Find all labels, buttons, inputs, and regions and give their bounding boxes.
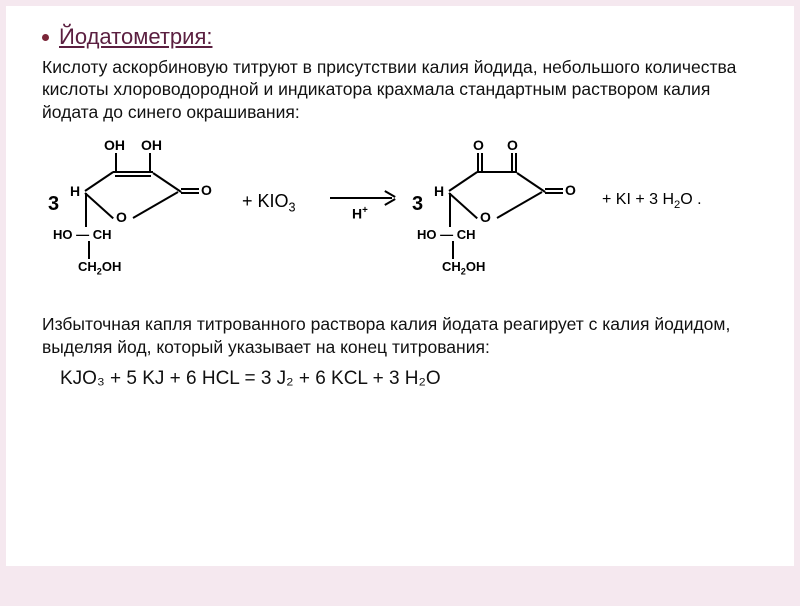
right-ch2oh-2: OH: [466, 259, 486, 274]
product-tail-2: O .: [680, 191, 701, 208]
left-h: H: [70, 183, 80, 199]
right-ho-ch: HO — CH: [417, 227, 476, 242]
left-carbonyl-o: O: [201, 182, 212, 198]
coef-right: 3: [412, 193, 423, 216]
product-tail: + KI + 3 H2O .: [602, 191, 702, 211]
molecule-right: O O O O H HO — CH CH2OH: [432, 135, 592, 285]
left-ch2oh-2: OH: [102, 259, 122, 274]
left-ho-ch: HO — CH: [53, 227, 112, 242]
equation-2: KJO₃ + 5 KJ + 6 HCL = 3 J₂ + 6 KCL + 3 H…: [60, 368, 766, 390]
right-o2: O: [507, 137, 518, 153]
coef-left: 3: [48, 193, 59, 216]
slide-page: Йодатометрия: Кислоту аскорбиновую титру…: [6, 6, 794, 566]
paragraph-2: Избыточная капля титрованного раствора к…: [42, 313, 766, 358]
right-h: H: [434, 183, 444, 199]
product-tail-1: + KI + 3 H: [602, 191, 674, 208]
title-row: Йодатометрия:: [42, 24, 766, 50]
bullet-icon: [42, 34, 49, 41]
left-oh2: OH: [141, 137, 162, 153]
right-ch2oh-1: CH: [442, 259, 461, 274]
plus-reagent: + KIO3: [242, 191, 296, 215]
paragraph-1: Кислоту аскорбиновую титруют в присутств…: [42, 56, 766, 123]
left-oh1: OH: [104, 137, 125, 153]
right-o1: O: [473, 137, 484, 153]
right-carbonyl-o: O: [565, 182, 576, 198]
reagent-kio3-sub: 3: [289, 201, 296, 215]
reaction-1: 3 O OH OH O H: [42, 135, 766, 285]
slide-title: Йодатометрия:: [59, 24, 212, 50]
reagent-kio3: + KIO: [242, 191, 289, 211]
arrow-cond-sup: +: [362, 205, 368, 216]
left-ch2oh-1: CH: [78, 259, 97, 274]
molecule-left: O OH OH O H HO — CH CH2OH: [68, 135, 228, 285]
arrow-cond: H: [352, 206, 362, 222]
